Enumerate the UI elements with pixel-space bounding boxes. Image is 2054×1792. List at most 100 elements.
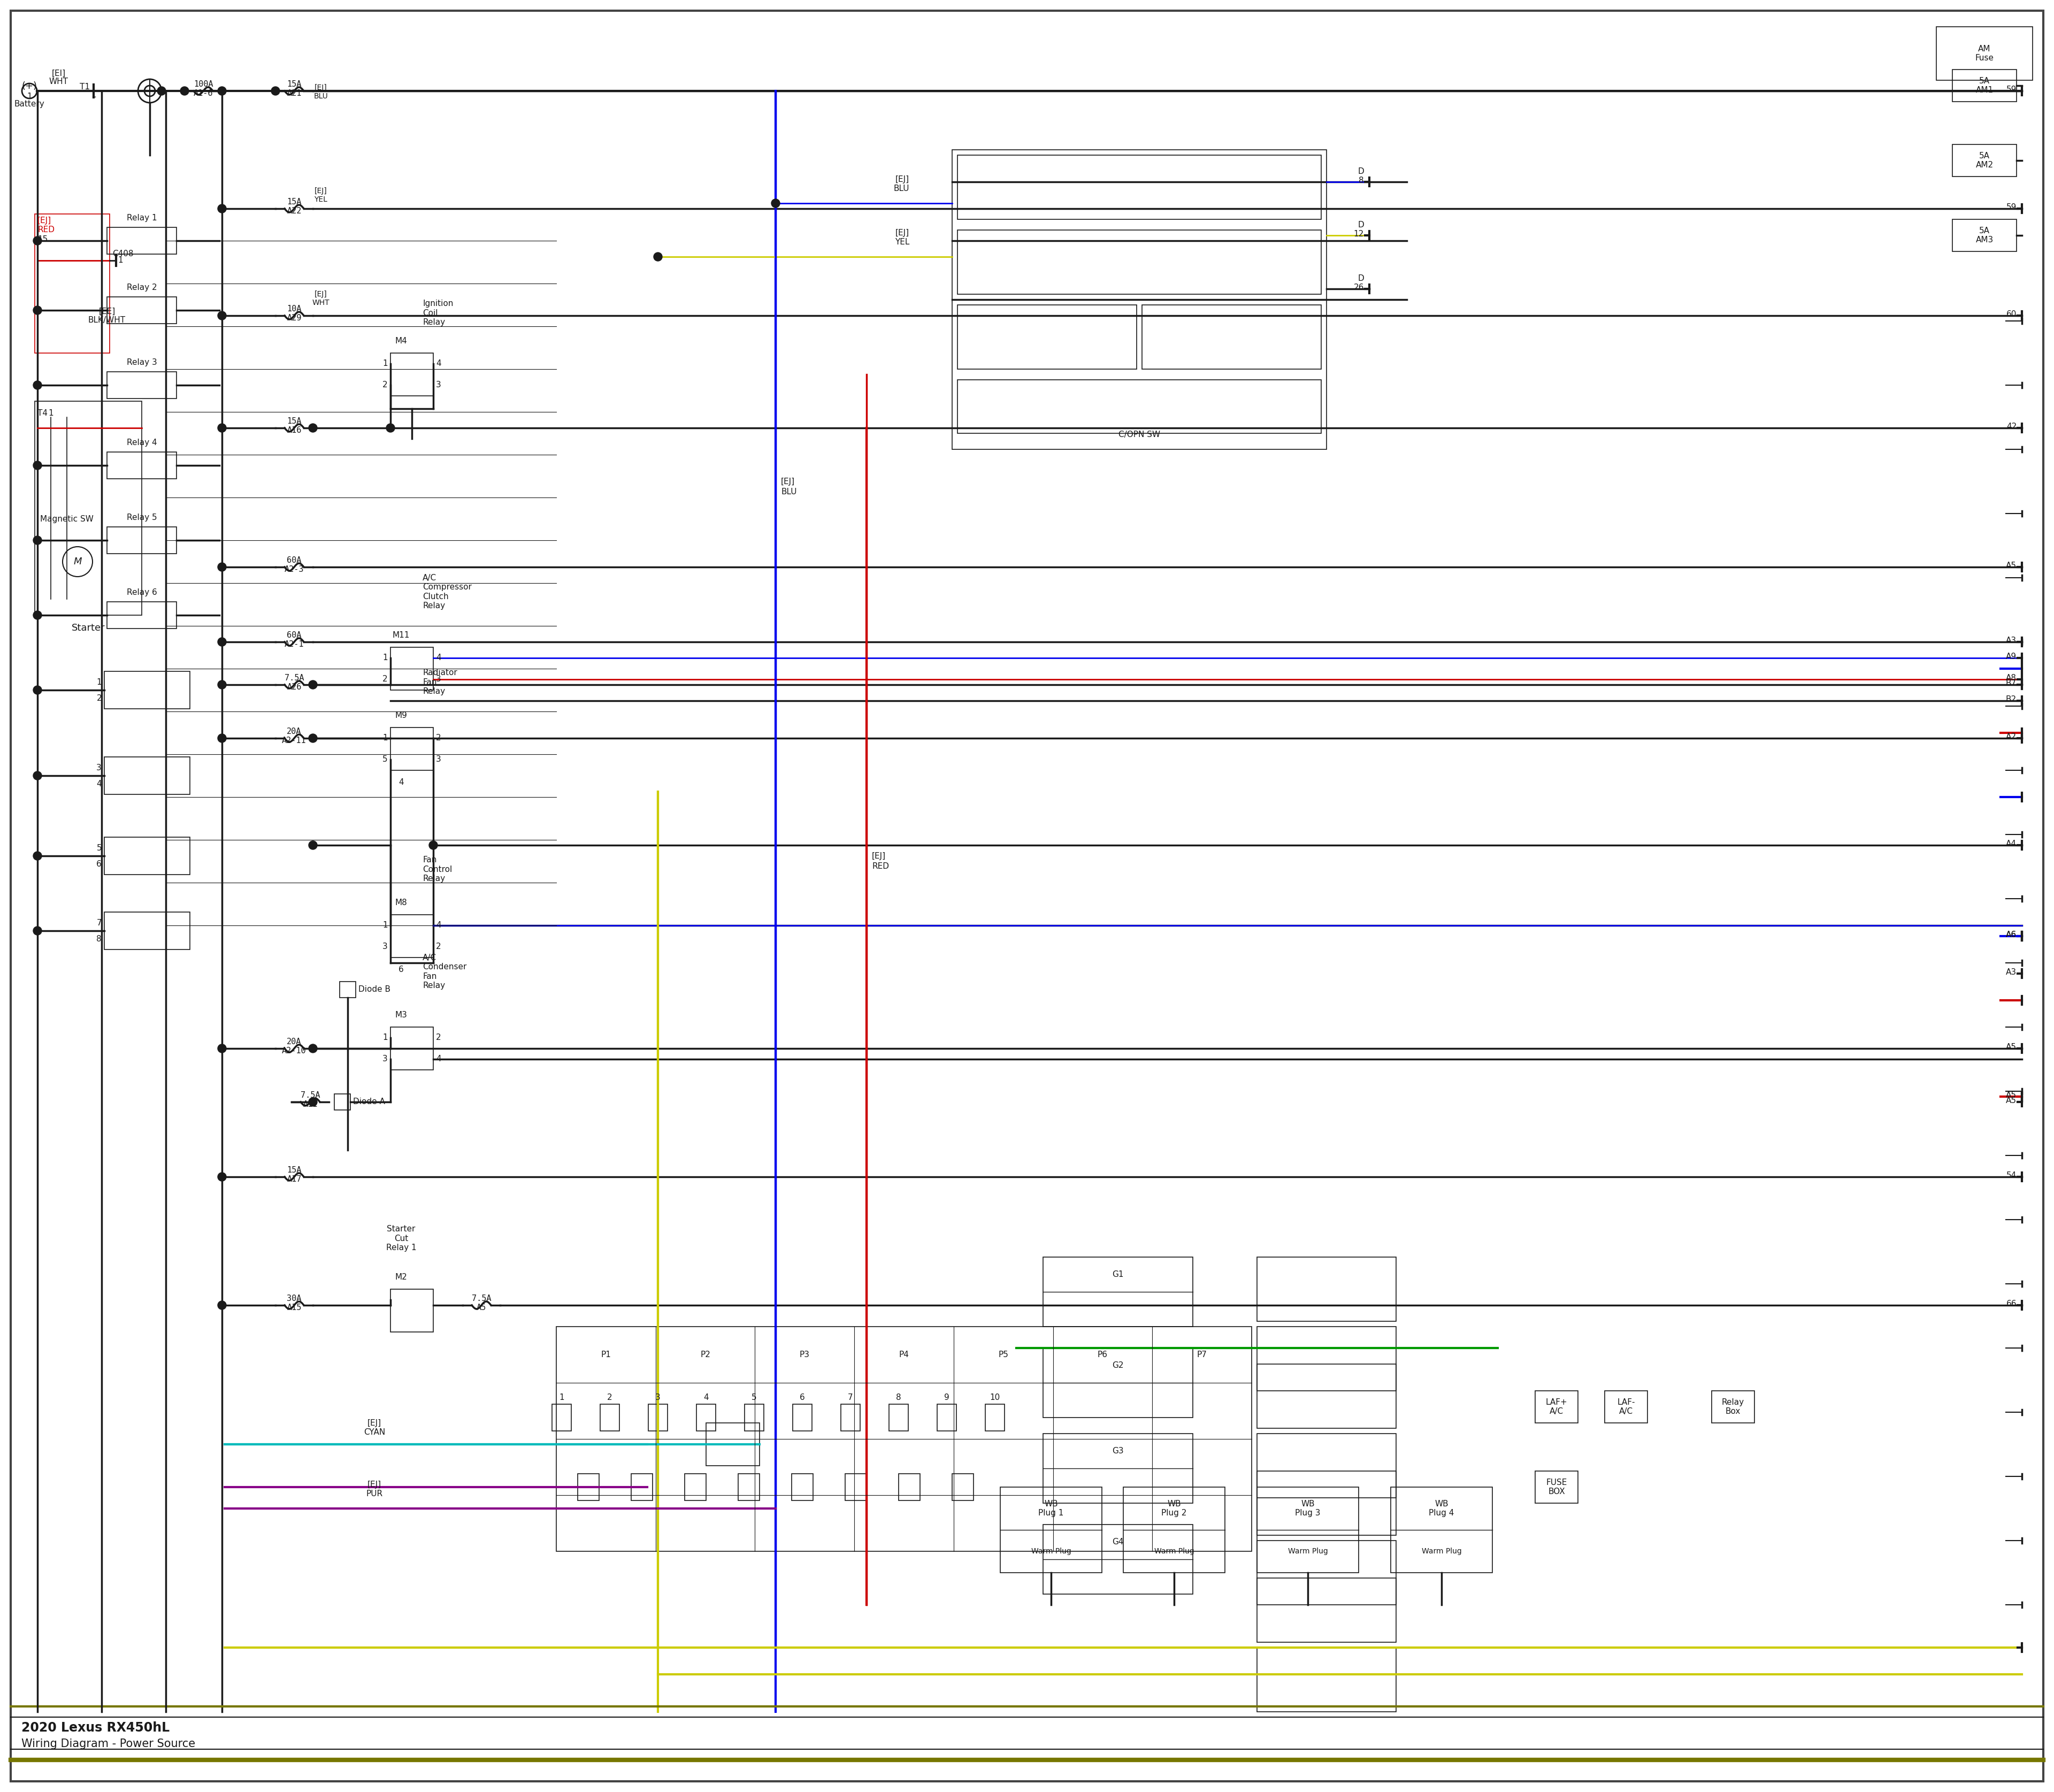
Text: [EI]: [EI]: [51, 70, 66, 77]
Bar: [553, 1405, 571, 1432]
Text: Warm Plug: Warm Plug: [1288, 1548, 1327, 1555]
Text: 15: 15: [37, 235, 47, 244]
Bar: [953, 1473, 974, 1500]
Bar: [791, 1473, 813, 1500]
Circle shape: [218, 204, 226, 213]
Text: Warm Plug: Warm Plug: [1421, 1548, 1462, 1555]
Text: 60A
A2-1: 60A A2-1: [283, 631, 304, 649]
Text: A6: A6: [2007, 930, 2017, 939]
Bar: [390, 647, 433, 690]
Text: 8: 8: [97, 935, 101, 943]
Bar: [1534, 1391, 1577, 1423]
Text: A5: A5: [2007, 561, 2017, 570]
Bar: [35, 401, 142, 615]
Bar: [957, 229, 1321, 294]
Text: M11: M11: [392, 631, 411, 640]
Bar: [107, 228, 177, 254]
Circle shape: [308, 681, 316, 688]
Text: B7: B7: [2007, 679, 2017, 688]
Text: 2020 Lexus RX450hL: 2020 Lexus RX450hL: [21, 1722, 170, 1735]
Text: 3: 3: [435, 676, 442, 683]
Bar: [1257, 1364, 1397, 1428]
Text: WB
Plug 2: WB Plug 2: [1161, 1500, 1187, 1518]
Text: [EJ]
BLU: [EJ] BLU: [314, 84, 329, 100]
Text: A/C
Compressor
Clutch
Relay: A/C Compressor Clutch Relay: [423, 573, 472, 609]
Text: 15A
A16: 15A A16: [288, 418, 302, 434]
Text: P5: P5: [998, 1351, 1009, 1358]
Text: RED: RED: [871, 862, 889, 871]
Text: 1: 1: [559, 1394, 565, 1401]
Text: Magnetic SW: Magnetic SW: [41, 514, 94, 523]
Circle shape: [33, 686, 41, 694]
Bar: [889, 1405, 908, 1432]
Bar: [1953, 219, 2017, 251]
Text: 2: 2: [382, 676, 388, 683]
Circle shape: [218, 681, 226, 688]
Bar: [986, 1405, 1004, 1432]
Text: 7.5A
A26: 7.5A A26: [283, 674, 304, 692]
Text: Warm Plug: Warm Plug: [1154, 1548, 1193, 1555]
Text: 30A
A15: 30A A15: [288, 1294, 302, 1312]
Bar: [1124, 1487, 1224, 1573]
Text: 7.5A
A11: 7.5A A11: [300, 1091, 320, 1109]
Text: C/OPN SW: C/OPN SW: [1119, 430, 1161, 439]
Text: A/C
Condenser
Fan
Relay: A/C Condenser Fan Relay: [423, 953, 466, 989]
Circle shape: [308, 1045, 316, 1052]
Text: A5: A5: [2007, 1043, 2017, 1052]
Text: 5A
AM1: 5A AM1: [1976, 77, 1992, 95]
Text: 1: 1: [382, 921, 388, 930]
Bar: [390, 353, 433, 396]
Circle shape: [386, 423, 394, 432]
Text: 1: 1: [90, 91, 97, 99]
Bar: [953, 151, 1327, 450]
Text: [EJ]
YEL: [EJ] YEL: [314, 186, 327, 202]
Text: 3: 3: [97, 763, 101, 772]
Bar: [957, 156, 1321, 219]
Text: Relay 4: Relay 4: [127, 439, 156, 446]
Bar: [1953, 145, 2017, 177]
Circle shape: [218, 1301, 226, 1310]
Bar: [840, 1405, 861, 1432]
Circle shape: [429, 840, 438, 849]
Text: D
26: D 26: [1354, 274, 1364, 292]
Text: BLU: BLU: [781, 487, 797, 496]
Text: 60: 60: [2007, 310, 2017, 319]
Text: 3: 3: [435, 756, 442, 763]
Text: P3: P3: [799, 1351, 809, 1358]
Text: 60A
A2-3: 60A A2-3: [283, 556, 304, 573]
Bar: [1257, 1647, 1397, 1711]
Bar: [737, 1473, 760, 1500]
Text: 5A
AM2: 5A AM2: [1976, 152, 1992, 168]
Text: 3: 3: [382, 1055, 388, 1063]
Text: 20A
A2-10: 20A A2-10: [281, 1038, 306, 1055]
Circle shape: [308, 735, 316, 742]
Circle shape: [218, 735, 226, 742]
Bar: [1043, 1256, 1193, 1326]
Text: Battery: Battery: [14, 100, 45, 108]
Bar: [390, 1027, 433, 1070]
Text: Starter: Starter: [72, 624, 105, 633]
Circle shape: [33, 926, 41, 935]
Circle shape: [218, 1045, 226, 1052]
Text: A5: A5: [2007, 1097, 2017, 1104]
Text: P1: P1: [602, 1351, 610, 1358]
Circle shape: [181, 86, 189, 95]
Text: 5: 5: [382, 756, 388, 763]
Text: 4: 4: [702, 1394, 709, 1401]
Circle shape: [218, 312, 226, 321]
Text: 2: 2: [435, 735, 442, 742]
Text: D
12: D 12: [1354, 220, 1364, 238]
Bar: [1257, 1471, 1397, 1536]
Text: M4: M4: [394, 337, 407, 346]
Text: Relay 3: Relay 3: [127, 358, 156, 366]
Text: 20A
A2-11: 20A A2-11: [281, 728, 306, 745]
Text: 4: 4: [435, 921, 442, 930]
Text: FUSE
BOX: FUSE BOX: [1547, 1478, 1567, 1496]
Bar: [107, 602, 177, 629]
Text: A4: A4: [2007, 840, 2017, 848]
Text: WB
Plug 3: WB Plug 3: [1296, 1500, 1321, 1518]
Circle shape: [33, 382, 41, 389]
Bar: [105, 672, 189, 710]
Text: Starter
Cut
Relay 1: Starter Cut Relay 1: [386, 1226, 417, 1253]
Text: P6: P6: [1097, 1351, 1107, 1358]
